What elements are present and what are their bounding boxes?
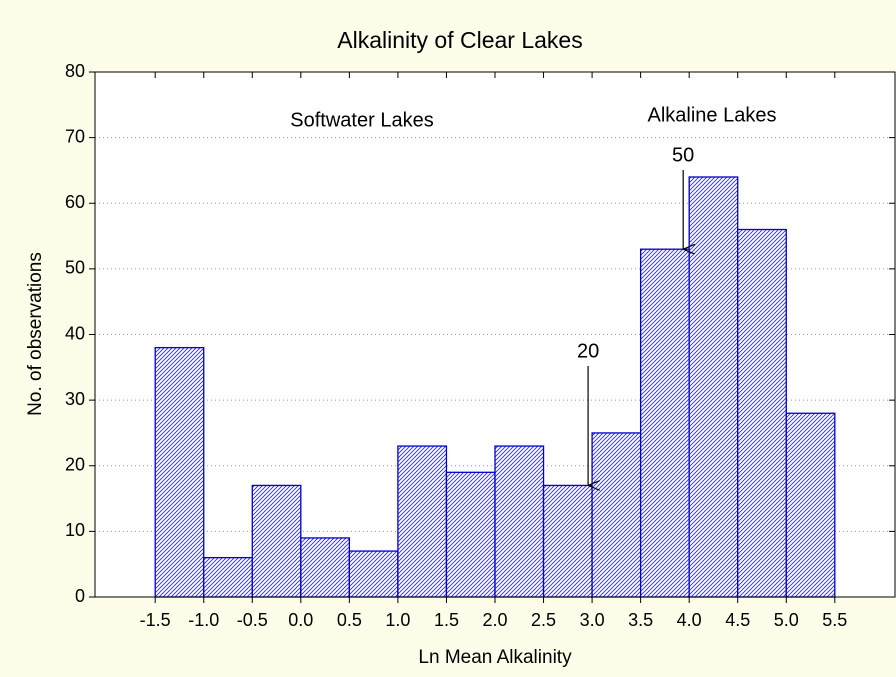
y-tick-label: 50: [65, 258, 85, 278]
bar: [494, 445, 545, 598]
bar: [737, 228, 787, 598]
bar: [397, 445, 448, 598]
x-tick-label: 1.5: [434, 610, 459, 630]
x-tick-label: 4.5: [725, 610, 750, 630]
chart-title: Alkalinity of Clear Lakes: [337, 27, 582, 53]
y-tick-label: 70: [65, 126, 85, 146]
annotation: Alkaline Lakes: [648, 104, 777, 126]
y-tick-label: 30: [65, 389, 85, 409]
bar: [591, 432, 642, 598]
y-tick-label: 20: [65, 455, 85, 475]
bar: [154, 346, 205, 598]
bar: [203, 556, 253, 598]
x-tick-label: 5.5: [822, 610, 847, 630]
y-axis-label: No. of observations: [25, 252, 46, 416]
x-tick-label: 0.5: [337, 610, 362, 630]
x-tick-label: 4.0: [677, 610, 702, 630]
x-tick-label: -0.5: [237, 610, 268, 630]
annotation: Softwater Lakes: [290, 109, 433, 131]
x-tick-label: -1.5: [140, 610, 171, 630]
plot-frame: [94, 71, 896, 598]
x-tick-label: 0.0: [288, 610, 313, 630]
x-tick-label: 2.0: [482, 610, 507, 630]
bar: [445, 471, 496, 598]
bar: [688, 176, 739, 598]
bar: [639, 248, 690, 598]
y-tick-label: 0: [75, 586, 85, 606]
bar: [251, 484, 302, 598]
x-tick-label: 3.0: [580, 610, 605, 630]
x-axis-label: Ln Mean Alkalinity: [418, 647, 572, 668]
bar: [785, 412, 836, 598]
x-tick-label: 5.0: [774, 610, 799, 630]
x-tick-label: 3.5: [628, 610, 653, 630]
y-tick-label: 60: [65, 192, 85, 212]
bar: [348, 550, 399, 598]
y-tick-label: 80: [65, 61, 85, 81]
y-tick-label: 40: [65, 323, 85, 343]
x-tick-label: -1.0: [188, 610, 219, 630]
annotation: 20: [577, 340, 599, 362]
x-tick-label: 1.0: [385, 610, 410, 630]
bar: [300, 537, 351, 598]
bar: [542, 484, 593, 598]
annotation: 50: [672, 144, 694, 166]
y-tick-label: 10: [65, 520, 85, 540]
x-tick-label: 2.5: [531, 610, 556, 630]
